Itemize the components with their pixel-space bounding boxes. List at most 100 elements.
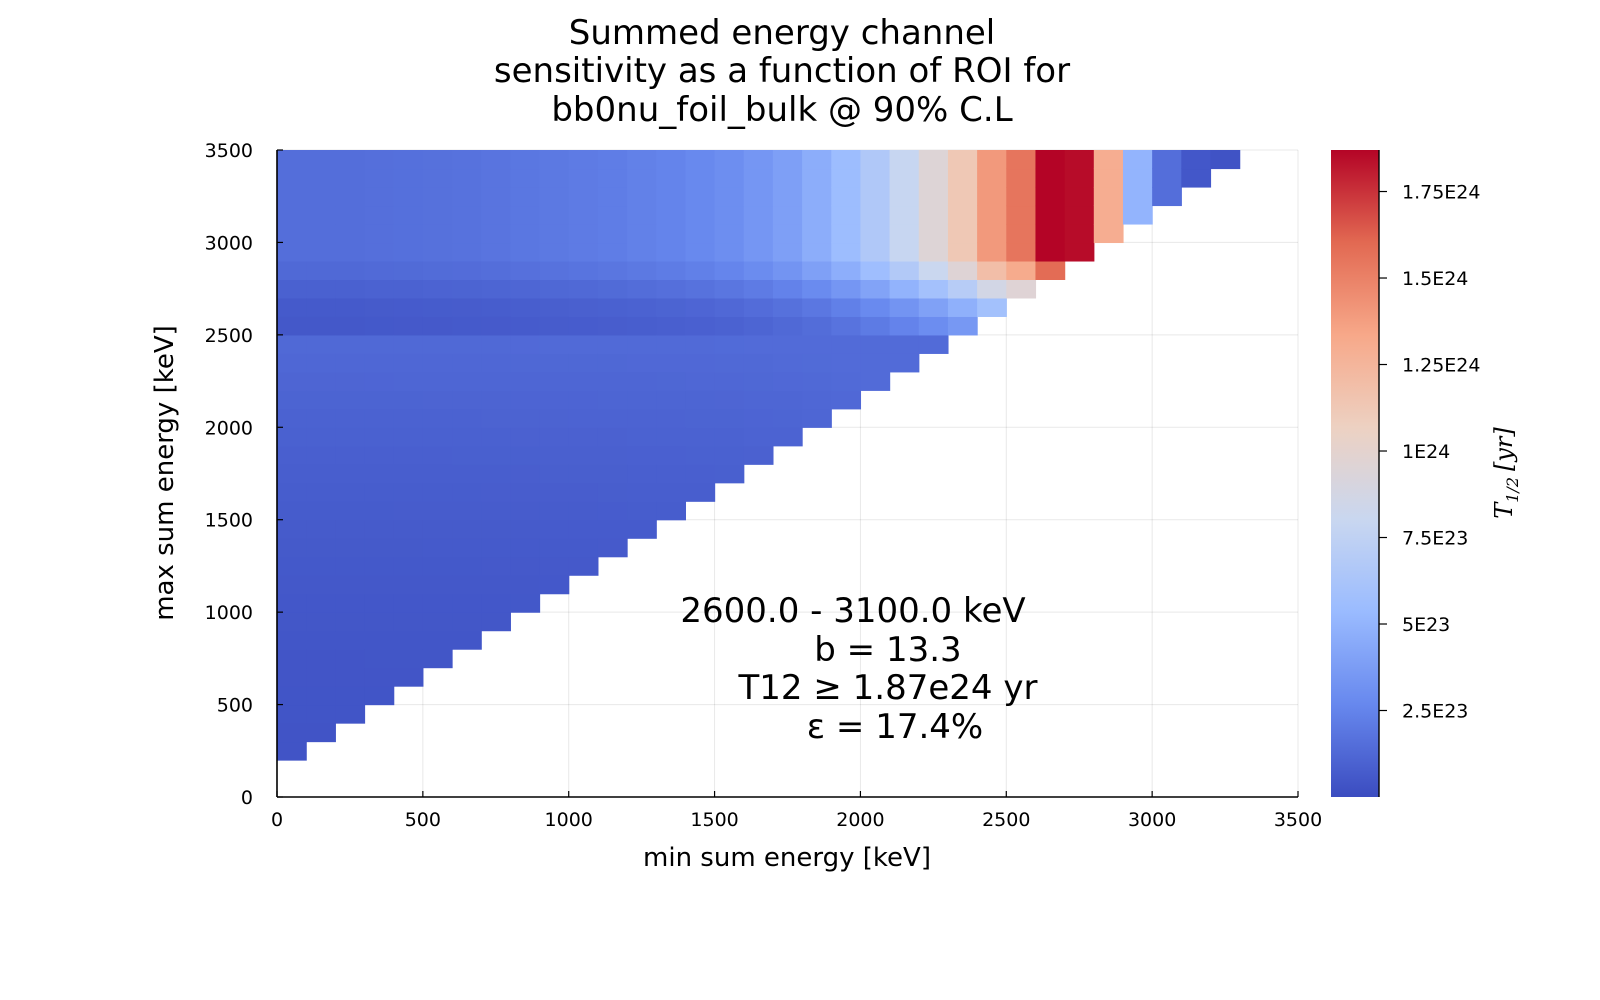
heatmap-cell: [335, 464, 366, 484]
x-tick-label: 1000: [545, 809, 593, 831]
heatmap-cell: [656, 464, 686, 484]
heatmap-cell: [364, 501, 395, 521]
heatmap-cell: [685, 186, 716, 207]
heatmap-cell: [481, 445, 511, 465]
heatmap-cell: [481, 593, 511, 613]
heatmap-cell: [393, 223, 424, 244]
heatmap-cell: [918, 168, 949, 188]
heatmap-cell: [510, 501, 541, 521]
heatmap-cell: [860, 186, 891, 207]
heatmap-cell: [277, 704, 307, 724]
heatmap-cell: [685, 205, 716, 225]
heatmap-cell: [1035, 150, 1066, 170]
heatmap-cell: [714, 242, 745, 262]
x-axis-label: min sum energy [keV]: [643, 843, 931, 873]
heatmap-cell: [277, 686, 307, 706]
heatmap-cell: [335, 612, 366, 632]
heatmap-cell: [1035, 260, 1066, 280]
heatmap-cell: [656, 353, 686, 373]
heatmap-cell: [539, 371, 570, 391]
heatmap-cell: [335, 649, 366, 669]
heatmap-cell: [422, 186, 453, 207]
heatmap-cell: [393, 501, 424, 521]
heatmap-cell: [714, 186, 745, 207]
heatmap-cell: [627, 242, 657, 262]
heatmap-cell: [831, 150, 862, 170]
heatmap-cell: [1006, 186, 1037, 207]
heatmap-cell: [597, 205, 628, 225]
heatmap-cell: [743, 279, 774, 299]
x-tick-label: 3000: [1128, 809, 1176, 831]
heatmap-cell: [627, 390, 657, 410]
heatmap-cell: [393, 334, 424, 354]
heatmap-cell: [743, 223, 774, 244]
heatmap-cell: [539, 575, 570, 595]
heatmap-cell: [539, 242, 570, 262]
heatmap-cell: [831, 205, 862, 225]
heatmap-cell: [772, 242, 803, 262]
colorbar-tick-label: 1.75E24: [1402, 182, 1481, 204]
colorbar-label-unit: [yr]: [1490, 427, 1518, 471]
heatmap-cell: [597, 519, 628, 539]
heatmap-cell: [947, 316, 978, 336]
x-tick-label: 3500: [1274, 809, 1322, 831]
heatmap-cell: [422, 279, 453, 299]
heatmap-cell: [452, 482, 482, 502]
heatmap-cell: [597, 186, 628, 207]
heatmap-cell: [568, 371, 599, 391]
heatmap-cell: [772, 205, 803, 225]
heatmap-cell: [452, 205, 482, 225]
heatmap-cell: [510, 445, 541, 465]
heatmap-cell: [277, 279, 307, 299]
heatmap-cell: [393, 538, 424, 558]
heatmap-cell: [1064, 242, 1095, 262]
heatmap-cell: [656, 205, 686, 225]
heatmap-cell: [452, 519, 482, 539]
heatmap-cell: [802, 353, 832, 373]
heatmap-cell: [1093, 168, 1124, 188]
heatmap-cell: [539, 556, 570, 576]
heatmap-cell: [831, 316, 862, 336]
heatmap-cell: [802, 279, 832, 299]
heatmap-cell: [422, 150, 453, 170]
heatmap-cell: [364, 279, 395, 299]
heatmap-cell: [393, 260, 424, 280]
heatmap-cell: [306, 556, 336, 576]
heatmap-cell: [714, 353, 745, 373]
heatmap-cell: [452, 390, 482, 410]
heatmap-cell: [452, 334, 482, 354]
heatmap-cell: [452, 445, 482, 465]
heatmap-cell: [743, 353, 774, 373]
heatmap-cell: [422, 205, 453, 225]
heatmap-cell: [306, 630, 336, 650]
heatmap-cell: [393, 519, 424, 539]
heatmap-cell: [1006, 279, 1037, 299]
heatmap-cell: [772, 408, 803, 428]
heatmap-cell: [481, 390, 511, 410]
heatmap-cell: [277, 334, 307, 354]
heatmap-cell: [889, 168, 920, 188]
heatmap-cell: [627, 205, 657, 225]
heatmap-cell: [685, 353, 716, 373]
heatmap-cell: [568, 482, 599, 502]
heatmap-cell: [422, 556, 453, 576]
heatmap-cell: [306, 353, 336, 373]
heatmap-cell: [772, 427, 803, 447]
heatmap-cell: [831, 186, 862, 207]
heatmap-cell: [277, 556, 307, 576]
heatmap-cell: [393, 649, 424, 669]
heatmap-cell: [364, 593, 395, 613]
heatmap-cell: [860, 242, 891, 262]
colorbar: 2.5E23 5E23 7.5E23 1E24 1.25E24 1.5E24 1.75E24…: [1331, 150, 1522, 797]
heatmap-cell: [364, 150, 395, 170]
title-line-3: bb0nu_foil_bulk @ 90% C.L: [551, 90, 1012, 130]
heatmap-cell: [539, 223, 570, 244]
heatmap-cell: [481, 242, 511, 262]
heatmap-cell: [685, 390, 716, 410]
heatmap-cell: [714, 464, 745, 484]
heatmap-cell: [627, 519, 657, 539]
heatmap-cell: [277, 150, 307, 170]
heatmap-cell: [568, 445, 599, 465]
heatmap-cell: [977, 242, 1007, 262]
heatmap-cell: [364, 538, 395, 558]
